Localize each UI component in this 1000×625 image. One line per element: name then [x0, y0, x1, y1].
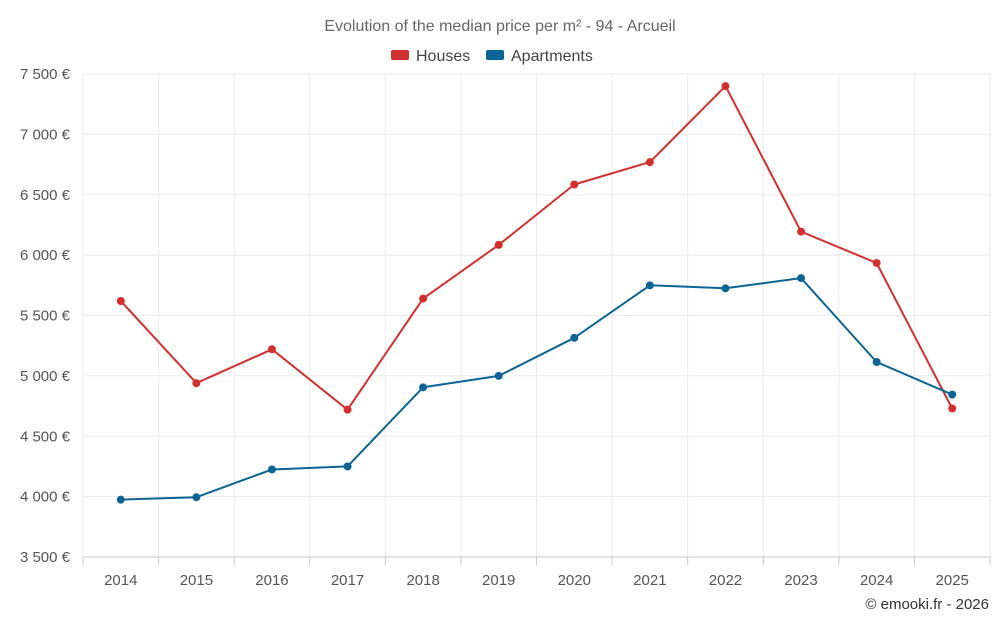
- data-point-apartments[interactable]: [721, 284, 730, 293]
- data-point-apartments[interactable]: [419, 383, 428, 392]
- data-point-apartments[interactable]: [872, 357, 881, 366]
- data-point-houses[interactable]: [116, 297, 125, 306]
- x-tick-label: 2023: [784, 572, 817, 589]
- data-point-apartments[interactable]: [192, 493, 201, 502]
- data-point-apartments[interactable]: [116, 495, 125, 504]
- x-tick-label: 2019: [482, 572, 515, 589]
- data-point-apartments[interactable]: [570, 333, 579, 342]
- y-axis-tick-labels: 3 500 € 4 000 € 4 500 € 5 000 € 5 500 € 6 000…: [20, 66, 71, 566]
- data-point-houses[interactable]: [645, 158, 654, 167]
- credit-text: © emooki.fr - 2026: [865, 596, 989, 613]
- data-point-houses[interactable]: [419, 294, 428, 303]
- x-tick-label: 2025: [936, 572, 969, 589]
- data-point-houses[interactable]: [494, 240, 503, 249]
- x-tick-label: 2021: [633, 572, 666, 589]
- data-point-apartments[interactable]: [797, 274, 806, 283]
- x-axis-tick-labels: 2014 2015 2016 2017 2018 2019 2020 2021 2022 2023…: [82, 557, 991, 589]
- data-point-houses[interactable]: [948, 404, 957, 413]
- legend-label-houses[interactable]: Houses: [416, 48, 470, 65]
- data-point-houses[interactable]: [721, 82, 730, 91]
- series-layer: [116, 82, 957, 504]
- data-point-houses[interactable]: [872, 258, 881, 267]
- y-tick-label: 3 500 €: [20, 549, 71, 566]
- x-tick-label: 2018: [406, 572, 439, 589]
- x-tick-label: 2017: [331, 572, 364, 589]
- data-point-houses[interactable]: [343, 405, 352, 414]
- x-tick-label: 2022: [709, 572, 742, 589]
- legend-swatch-houses[interactable]: [391, 50, 409, 60]
- data-point-houses[interactable]: [192, 379, 201, 388]
- y-tick-label: 6 500 €: [20, 187, 71, 204]
- data-point-apartments[interactable]: [948, 390, 957, 399]
- x-tick-label: 2015: [180, 572, 213, 589]
- y-tick-label: 6 000 €: [20, 247, 71, 264]
- data-point-apartments[interactable]: [343, 462, 352, 471]
- x-tick-label: 2024: [860, 572, 893, 589]
- legend-label-apartments[interactable]: Apartments: [511, 48, 593, 65]
- x-tick-label: 2014: [104, 572, 137, 589]
- y-tick-label: 7 000 €: [20, 126, 71, 143]
- data-point-apartments[interactable]: [645, 281, 654, 290]
- y-tick-label: 5 500 €: [20, 308, 71, 325]
- data-point-apartments[interactable]: [494, 371, 503, 380]
- data-point-apartments[interactable]: [267, 465, 276, 474]
- data-point-houses[interactable]: [797, 227, 806, 236]
- series-line-houses: [120, 85, 954, 411]
- series-apartments: [116, 274, 957, 504]
- chart-title: Evolution of the median price per m² - 9…: [324, 18, 675, 35]
- data-point-houses[interactable]: [267, 345, 276, 354]
- y-tick-label: 4 500 €: [20, 428, 71, 445]
- x-tick-label: 2016: [255, 572, 288, 589]
- y-tick-label: 7 500 €: [20, 66, 71, 83]
- legend-swatch-apartments[interactable]: [486, 50, 504, 60]
- series-houses: [116, 82, 957, 414]
- x-gridlines: [82, 74, 991, 557]
- legend: Houses Apartments: [391, 48, 593, 65]
- x-tick-label: 2020: [558, 572, 591, 589]
- y-tick-label: 5 000 €: [20, 368, 71, 385]
- series-line-apartments: [120, 277, 953, 501]
- data-point-houses[interactable]: [570, 180, 579, 189]
- y-tick-label: 4 000 €: [20, 489, 71, 506]
